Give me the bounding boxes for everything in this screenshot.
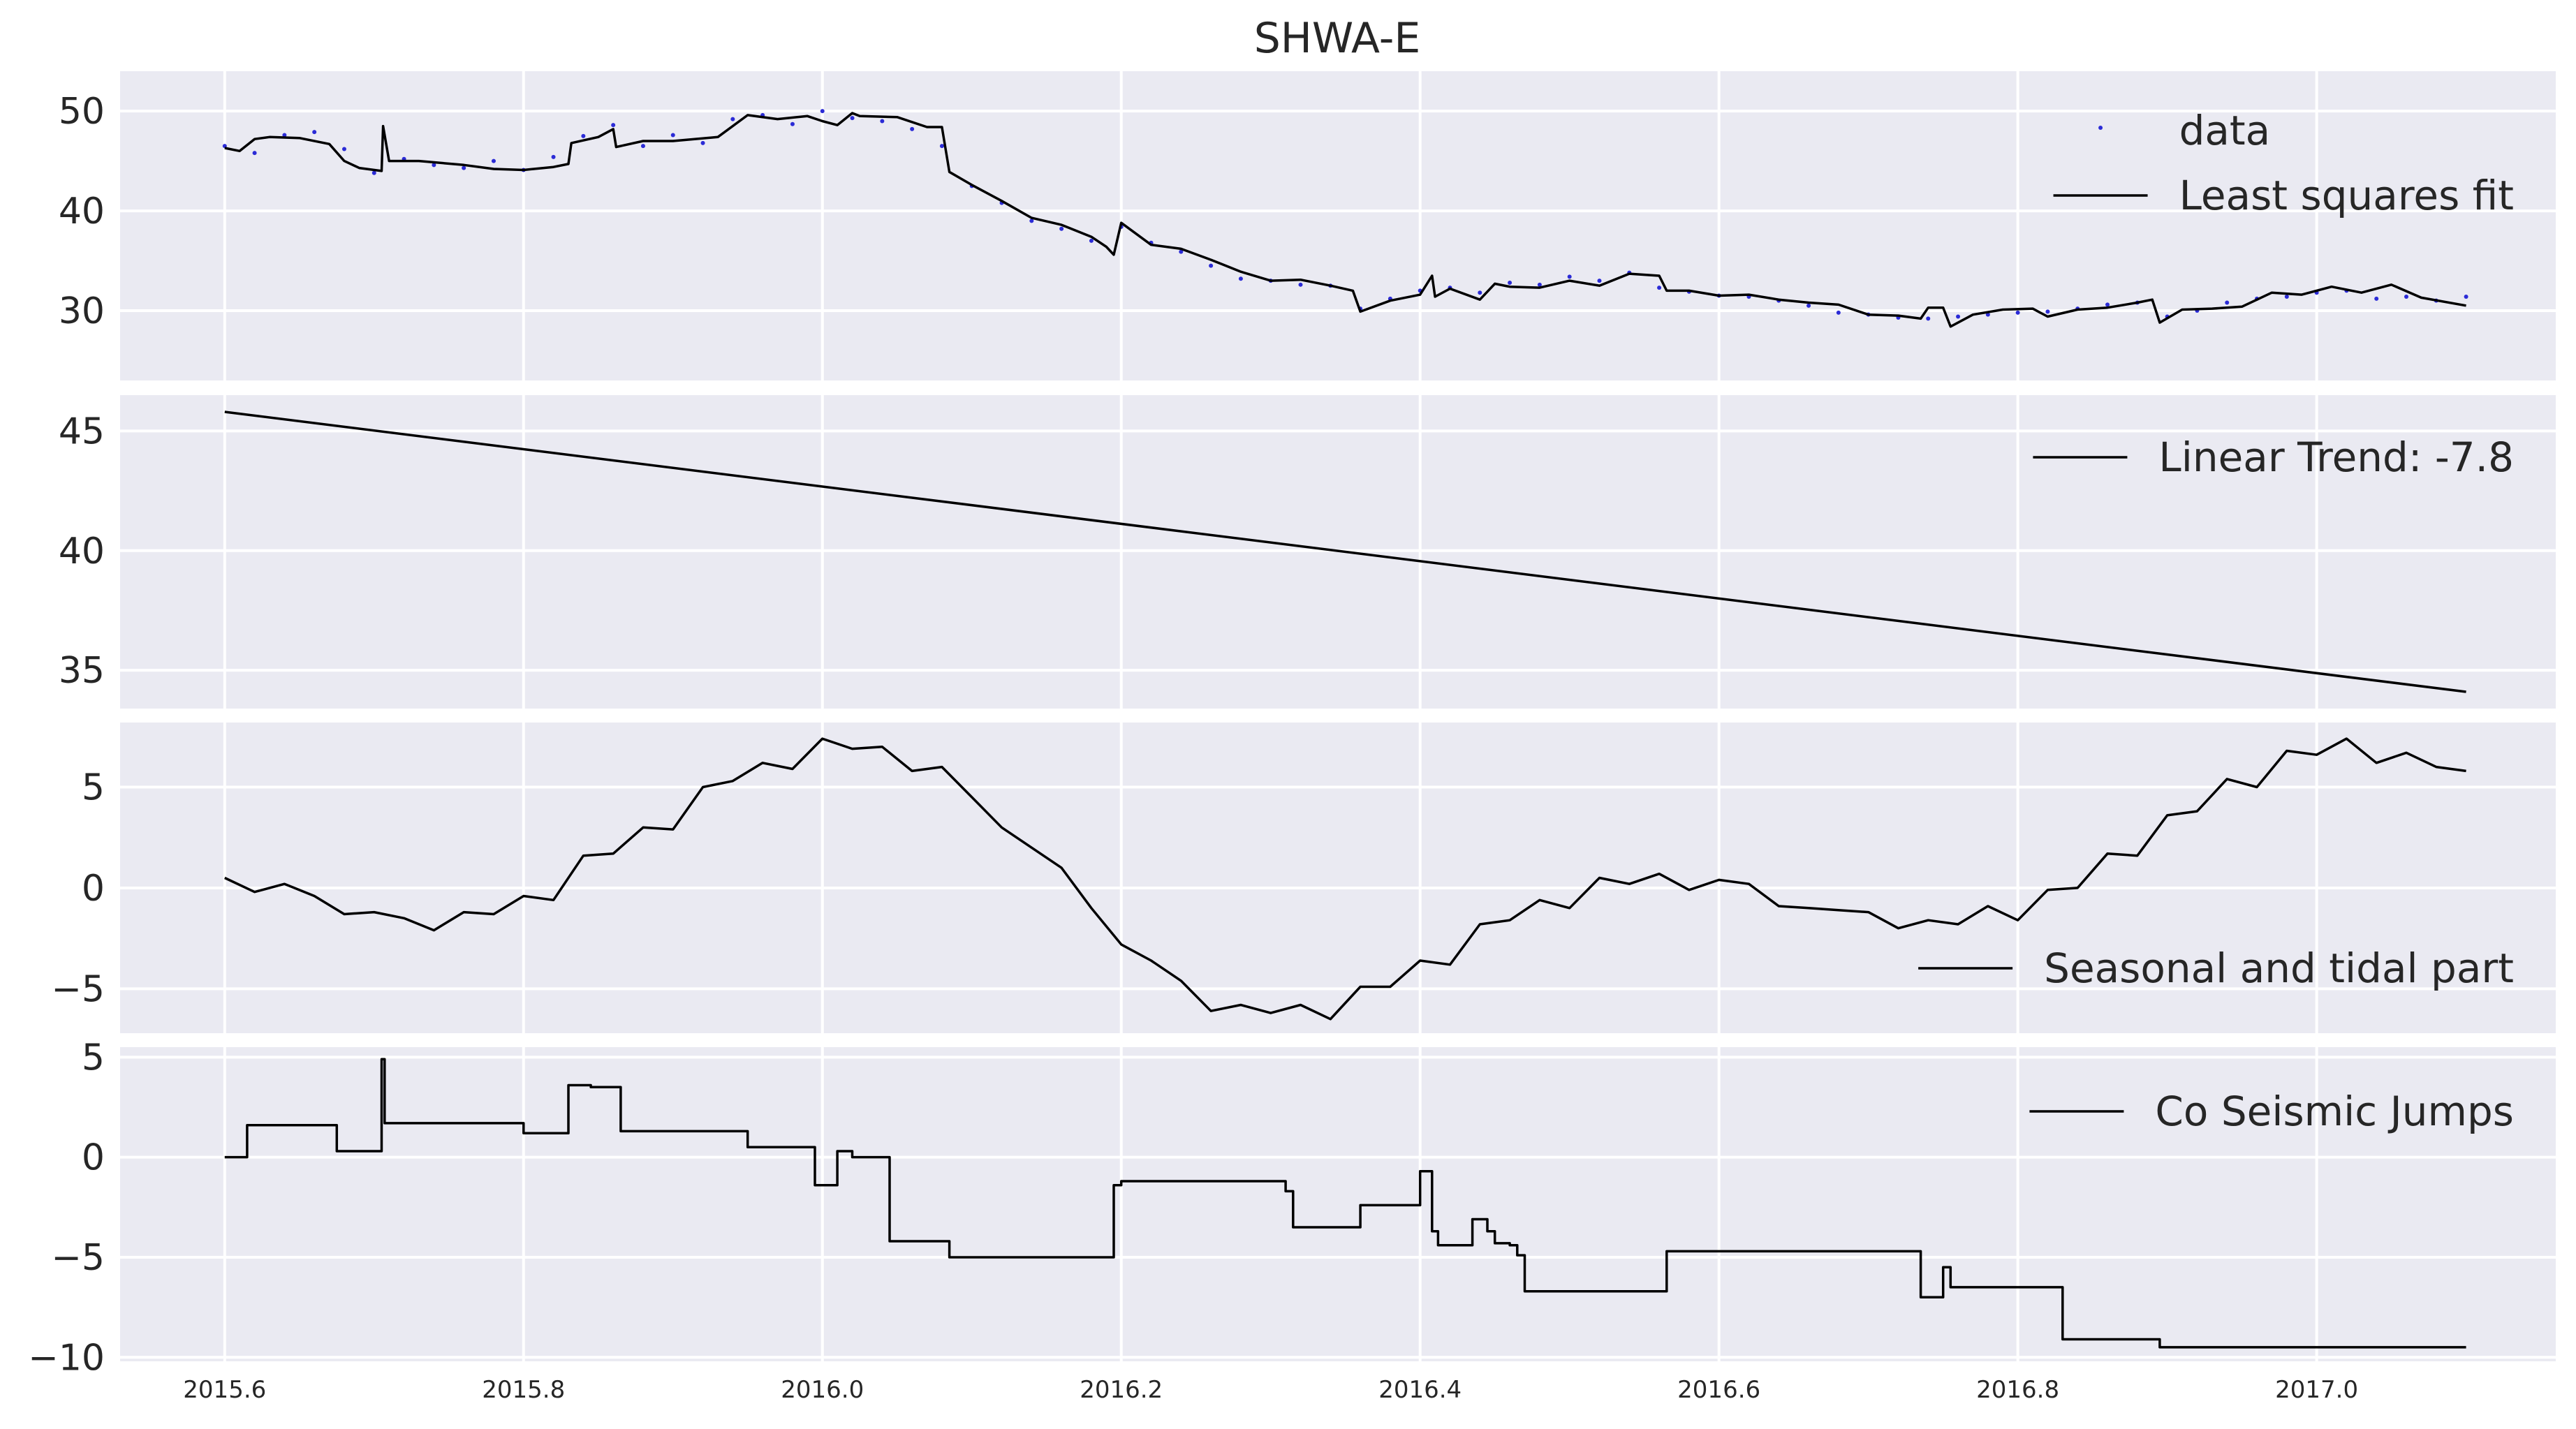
legend-trend: Linear Trend: -7.8 <box>2033 434 2514 481</box>
y-tick-label: 35 <box>59 650 105 692</box>
data-point <box>730 117 735 121</box>
y-tick-label: −5 <box>51 1237 105 1279</box>
x-tick-label: 2016.4 <box>1378 1376 1462 1404</box>
legend-label: Linear Trend: -7.8 <box>2158 434 2514 481</box>
data-point <box>880 119 885 124</box>
panel-seasonal: −5 0 5 Seasonal and tidal part <box>51 723 2556 1033</box>
y-tick-label: 50 <box>59 91 105 133</box>
data-point <box>2045 309 2050 314</box>
data-point <box>670 133 675 138</box>
data-point <box>611 123 616 128</box>
y-tick-label: 0 <box>82 1137 105 1179</box>
x-tick-label: 2017.0 <box>2275 1376 2358 1404</box>
data-point <box>790 121 795 126</box>
data-point <box>581 133 586 138</box>
y-tick-label: 40 <box>59 531 105 572</box>
data-point <box>1508 280 1513 285</box>
data-point <box>2374 296 2379 301</box>
data-point <box>282 133 287 138</box>
data-point <box>1806 303 1811 308</box>
x-tick-label: 2016.6 <box>1677 1376 1760 1404</box>
data-point <box>1567 274 1572 279</box>
data-point <box>551 154 556 159</box>
data-point <box>700 140 705 145</box>
data-point <box>462 165 466 170</box>
data-point <box>1537 282 1542 287</box>
data-point <box>1478 290 1482 295</box>
chart-title: SHWA-E <box>1254 14 1421 63</box>
y-tick-label: −5 <box>51 968 105 1010</box>
series-line-trend <box>224 410 2466 693</box>
panel-fit: 30 40 50 data Least squares fit <box>59 71 2556 380</box>
data-point <box>1238 276 1243 281</box>
data-point <box>1926 316 1931 321</box>
y-tick-label: 30 <box>59 290 105 332</box>
data-point <box>939 144 944 149</box>
data-point <box>850 116 855 121</box>
y-tick-label: 0 <box>82 868 105 910</box>
data-point <box>640 144 645 149</box>
data-point <box>312 130 317 135</box>
panel-jumps-background <box>120 1047 2556 1361</box>
data-point <box>371 170 376 175</box>
legend-label: Seasonal and tidal part <box>2044 945 2514 992</box>
x-tick-label: 2015.8 <box>482 1376 565 1404</box>
data-point <box>910 126 915 131</box>
legend-fit: data Least squares fit <box>2053 107 2514 219</box>
data-point <box>1298 282 1303 287</box>
legend-label: Co Seismic Jumps <box>2155 1088 2514 1135</box>
x-tick-label: 2016.2 <box>1080 1376 1163 1404</box>
data-point <box>491 158 496 163</box>
data-point <box>1059 226 1064 231</box>
data-point <box>1029 219 1034 223</box>
x-tick-label: 2015.6 <box>183 1376 266 1404</box>
data-point <box>2284 294 2289 299</box>
x-axis: 2015.6 2015.8 2016.0 2016.2 2016.4 2016.6 2016… <box>183 1376 2358 1404</box>
series-line-jumps <box>224 1058 2466 1349</box>
data-point <box>1657 286 1662 290</box>
data-point <box>2404 294 2409 299</box>
data-point <box>820 109 825 114</box>
data-point <box>1597 279 1602 283</box>
x-tick-label: 2016.8 <box>1976 1376 2059 1404</box>
data-point <box>2464 294 2468 299</box>
series-line-fit <box>224 112 2466 328</box>
legend-marker-point <box>2098 126 2103 130</box>
y-tick-label: 5 <box>82 767 105 808</box>
y-tick-label: −10 <box>28 1337 105 1379</box>
data-point <box>341 147 346 151</box>
data-point <box>1209 263 1214 268</box>
data-point <box>1985 312 1990 317</box>
data-point <box>2105 302 2110 307</box>
legend-label: data <box>2179 107 2271 154</box>
panel-trend: 35 40 45 Linear Trend: -7.8 <box>59 395 2556 709</box>
data-point <box>2015 310 2020 315</box>
y-tick-label: 5 <box>82 1037 105 1079</box>
panel-jumps: −10 −5 0 5 Co Seismic Jumps <box>28 1037 2556 1379</box>
legend-label: Least squares fit <box>2179 172 2514 219</box>
data-point <box>1179 249 1184 254</box>
y-tick-label: 45 <box>59 410 105 452</box>
data-point <box>252 151 257 156</box>
data-point <box>1836 310 1841 315</box>
series-line-seasonal <box>224 737 2466 1021</box>
data-point <box>2225 300 2230 305</box>
data-point <box>432 163 436 168</box>
legend-seasonal: Seasonal and tidal part <box>1918 945 2514 992</box>
panel-seasonal-background <box>120 723 2556 1033</box>
x-tick-label: 2016.0 <box>781 1376 864 1404</box>
y-tick-label: 40 <box>59 191 105 232</box>
legend-jumps: Co Seismic Jumps <box>2029 1088 2514 1135</box>
data-point <box>1956 314 1961 319</box>
data-point <box>1089 238 1094 243</box>
panel-fit-background <box>120 71 2556 380</box>
